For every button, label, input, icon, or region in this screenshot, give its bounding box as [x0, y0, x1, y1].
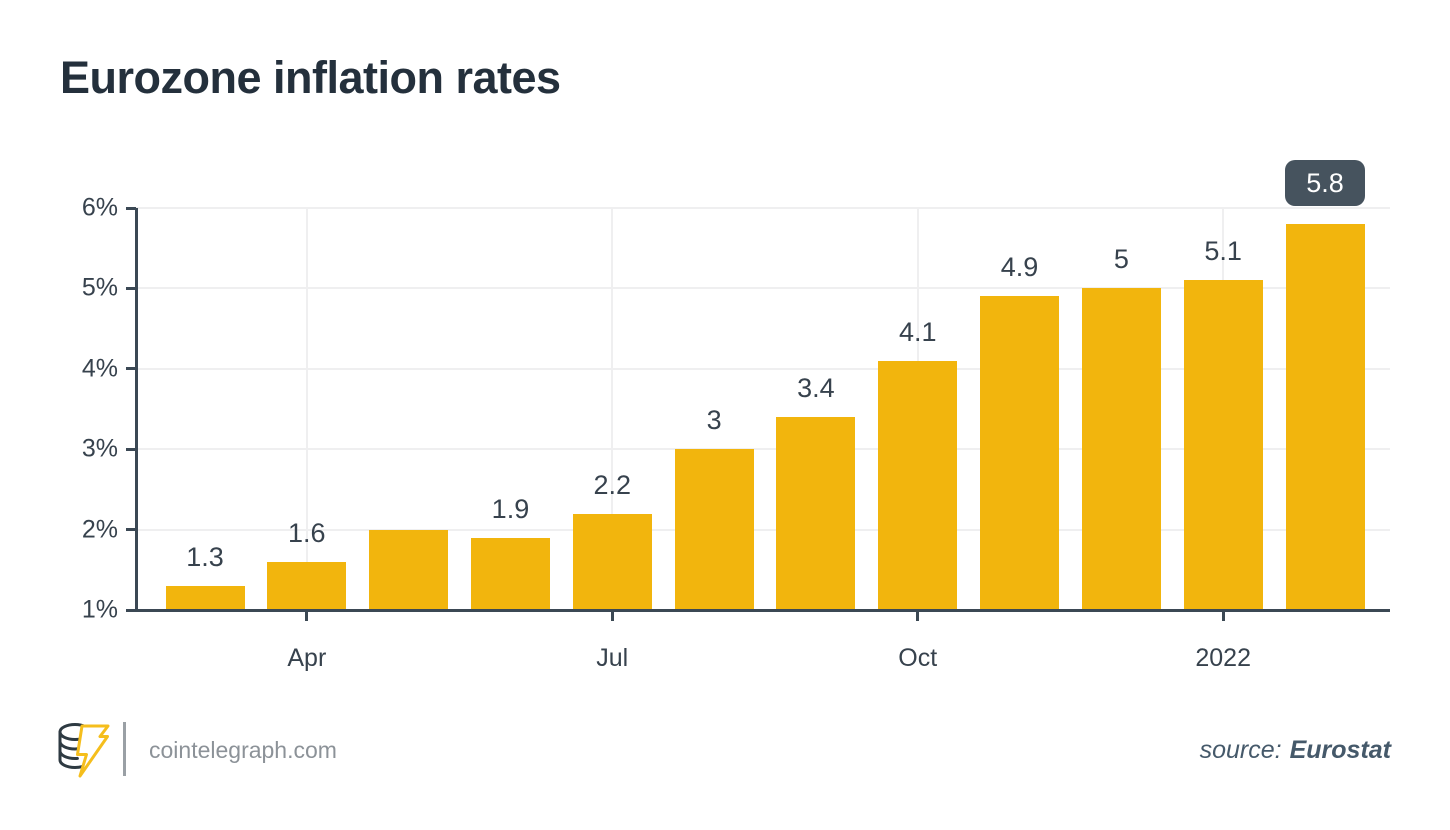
y-axis-tick [126, 286, 136, 290]
source-name: Eurostat [1289, 736, 1391, 764]
bar [369, 529, 449, 610]
bar-value-label: 5.1 [1204, 236, 1242, 267]
bar [1285, 224, 1365, 610]
bar-value-label: 3 [706, 405, 722, 436]
y-axis-label: 1% [81, 595, 118, 624]
bar-value-label: 4.1 [898, 316, 937, 347]
bar [470, 537, 550, 610]
gridline-vertical [611, 208, 614, 610]
bar [1183, 280, 1263, 610]
bar-value-label: 5 [1113, 244, 1129, 275]
bar-value-label: 1.6 [288, 517, 326, 548]
y-axis-tick [126, 447, 136, 451]
bar-value-label: 1.3 [186, 541, 224, 572]
bar [267, 561, 347, 610]
x-axis-label: Oct [898, 644, 938, 672]
gridline-horizontal [136, 528, 1390, 531]
lightning-bolt-icon [76, 724, 110, 778]
gridline-vertical [305, 208, 308, 610]
bar-value-label: 1.9 [491, 493, 530, 524]
source-credit: source: Eurostat [1200, 736, 1391, 765]
bar [776, 417, 856, 610]
bar [1081, 288, 1161, 610]
y-axis-label: 6% [81, 193, 118, 222]
gridline-horizontal [136, 448, 1390, 451]
footer: cointelegraph.com source: Eurostat [0, 710, 1450, 800]
bar [165, 585, 245, 610]
gridline-horizontal [136, 287, 1390, 290]
y-axis-label: 3% [81, 434, 118, 463]
y-axis-tick [126, 206, 136, 210]
x-axis-tick [305, 611, 309, 621]
cointelegraph-logo-icon [58, 723, 110, 778]
gridline-horizontal [136, 367, 1390, 370]
bar [878, 360, 958, 610]
x-axis-baseline [126, 609, 1390, 612]
x-axis-label: Apr [287, 644, 327, 672]
value-badge: 5.8 [1285, 160, 1366, 207]
bar [980, 296, 1060, 610]
y-axis-tick [126, 528, 136, 532]
bar-value-label: 4.9 [1000, 252, 1039, 283]
y-axis-line [135, 208, 138, 612]
x-axis-label: Jul [596, 644, 629, 672]
brand-url: cointelegraph.com [149, 737, 337, 763]
x-axis-tick [916, 611, 920, 621]
y-axis-label: 2% [81, 515, 118, 544]
bar [674, 449, 754, 610]
bar-value-label: 3.4 [797, 373, 835, 404]
x-axis-tick [610, 611, 614, 621]
y-axis-tick [126, 367, 136, 371]
gridline-horizontal [136, 207, 1390, 209]
x-axis-tick [1221, 611, 1225, 621]
bar [572, 513, 652, 610]
x-axis-label: 2022 [1195, 644, 1251, 672]
y-axis-label: 4% [81, 354, 118, 383]
chart-title: Eurozone inflation rates [60, 52, 561, 103]
y-axis-label: 5% [81, 273, 118, 302]
bar-value-label: 2.2 [593, 469, 632, 500]
footer-divider [123, 722, 126, 776]
source-label: source: [1199, 736, 1282, 764]
